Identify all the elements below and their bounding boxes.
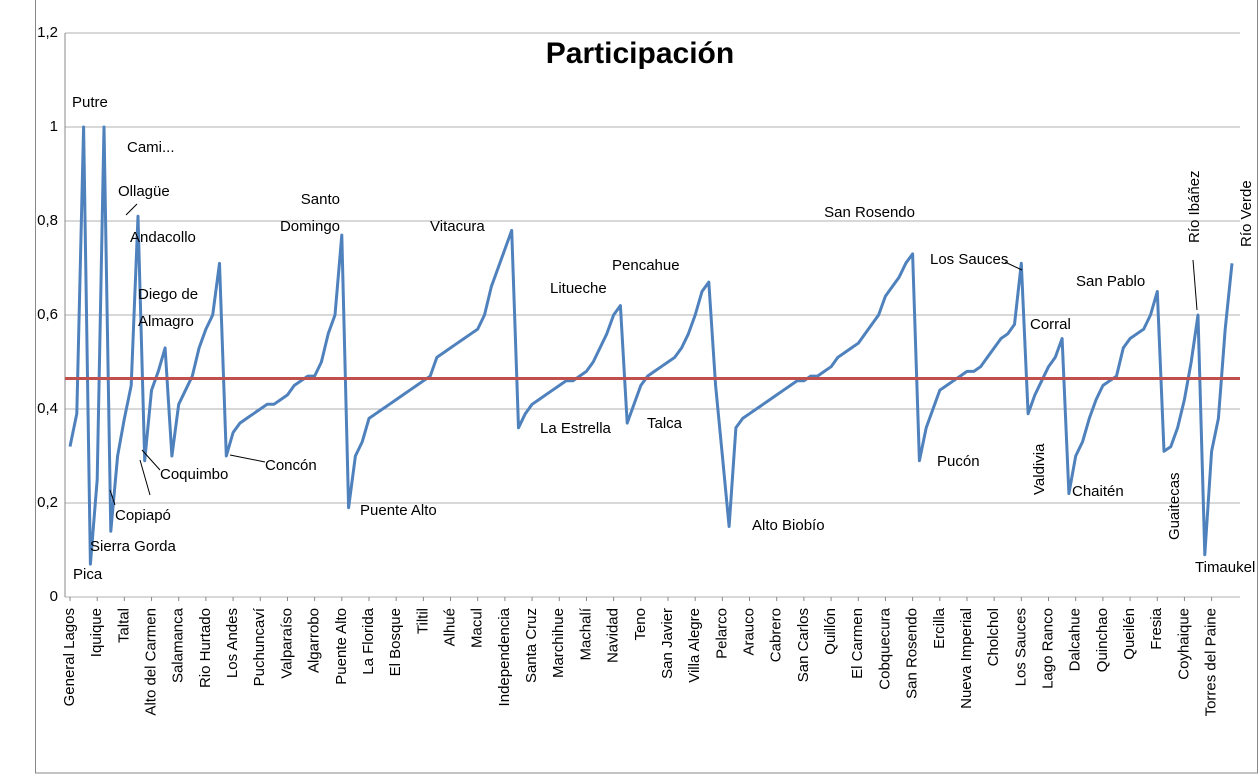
annotation: La Estrella bbox=[540, 420, 612, 437]
x-tick-label: Quillón bbox=[822, 608, 839, 655]
x-tick-label: Macul bbox=[469, 608, 486, 648]
x-tick-label: Arauco bbox=[741, 608, 758, 656]
annotation: Litueche bbox=[550, 280, 607, 297]
annotation: San Rosendo bbox=[824, 204, 915, 221]
x-tick-label: San Rosendo bbox=[904, 608, 921, 699]
x-tick-label: Queilén bbox=[1121, 608, 1138, 660]
annotation: Vitacura bbox=[430, 218, 485, 235]
chart-title: Participación bbox=[546, 37, 734, 70]
annotation: Alto Biobío bbox=[752, 517, 825, 534]
x-tick-label: Iquique bbox=[88, 608, 105, 657]
y-tick-label: 0,4 bbox=[37, 400, 58, 417]
x-tick-label: Pelarco bbox=[713, 608, 730, 659]
x-tick-label: Cobquecura bbox=[876, 607, 893, 689]
annotation: Pencahue bbox=[612, 257, 680, 274]
leader-line bbox=[109, 489, 116, 506]
annotation: Chaitén bbox=[1072, 483, 1124, 500]
x-tick-label: Coyhaique bbox=[1175, 608, 1192, 680]
x-tick-label: El Bosque bbox=[387, 608, 404, 676]
annotation: Pica bbox=[73, 566, 103, 583]
y-tick-label: 0,2 bbox=[37, 494, 58, 511]
annotation: Río Ibáñez bbox=[1186, 170, 1203, 243]
annotation: Domingo bbox=[280, 218, 340, 235]
x-tick-label: Teno bbox=[632, 608, 649, 641]
annotation: Almagro bbox=[138, 313, 194, 330]
annotation: San Pablo bbox=[1076, 273, 1145, 290]
x-tick-label: Tiltil bbox=[414, 608, 431, 634]
x-tick-label: Los Sauces bbox=[1012, 608, 1029, 686]
annotation: Los Sauces bbox=[930, 251, 1008, 268]
x-tick-label: Lago Ranco bbox=[1039, 608, 1056, 689]
x-tick-label: Villa Alegre bbox=[686, 608, 703, 683]
annotation: Concón bbox=[265, 457, 317, 474]
annotation: Río Verde bbox=[1238, 180, 1255, 247]
annotation: Santo bbox=[301, 191, 340, 208]
x-tick-label: Santa Cruz bbox=[523, 608, 540, 683]
annotation: Pucón bbox=[937, 453, 980, 470]
x-tick-label: General Lagos bbox=[61, 608, 78, 706]
leader-line bbox=[141, 449, 161, 471]
x-tick-label: Algarrobo bbox=[306, 608, 323, 673]
x-tick-label: Dalcahue bbox=[1067, 608, 1084, 671]
annotation: Diego de bbox=[138, 286, 198, 303]
x-tick-label: Taltal bbox=[115, 608, 132, 643]
y-tick-label: 0 bbox=[50, 588, 58, 605]
x-tick-label: Independencia bbox=[496, 607, 513, 706]
annotation: Timaukel bbox=[1195, 559, 1255, 576]
x-tick-label: Rio Hurtado bbox=[197, 608, 214, 688]
x-tick-label: Puente Alto bbox=[333, 608, 350, 685]
leader-line bbox=[1004, 261, 1023, 271]
x-tick-label: Los Andes bbox=[224, 608, 241, 678]
annotation: Puente Alto bbox=[360, 502, 437, 519]
annotation: Guaitecas bbox=[1166, 472, 1183, 540]
x-tick-label: Fresia bbox=[1148, 607, 1165, 649]
annotation: Ollagüe bbox=[118, 183, 170, 200]
x-tick-label: Marchihue bbox=[550, 608, 567, 678]
x-tick-label: La Florida bbox=[360, 607, 377, 674]
annotation: Corral bbox=[1030, 316, 1071, 333]
y-tick-label: 0,6 bbox=[37, 306, 58, 323]
y-tick-label: 0,8 bbox=[37, 212, 58, 229]
x-tick-label: Cabrero bbox=[768, 608, 785, 662]
x-tick-label: San Javier bbox=[659, 608, 676, 679]
x-tick-label: Puchuncaví bbox=[251, 607, 268, 686]
annotation: Putre bbox=[72, 94, 108, 111]
annotation: Valdivia bbox=[1031, 443, 1048, 495]
x-tick-label: Alto del Carmen bbox=[143, 608, 160, 716]
annotation: Cami... bbox=[127, 139, 175, 156]
x-tick-label: Ercilla bbox=[931, 607, 948, 648]
x-tick-label: Quinchao bbox=[1094, 608, 1111, 672]
leader-line bbox=[1192, 259, 1198, 311]
x-tick-label: San Carlos bbox=[795, 608, 812, 682]
x-tick-label: Alhué bbox=[442, 608, 459, 646]
y-tick-label: 1 bbox=[50, 118, 58, 135]
annotation: Copiapó bbox=[115, 507, 171, 524]
x-tick-label: Salamanca bbox=[170, 607, 187, 683]
x-tick-label: Cholchol bbox=[985, 608, 1002, 666]
annotation: Sierra Gorda bbox=[90, 538, 177, 555]
x-tick-label: Navidad bbox=[605, 608, 622, 663]
annotation: Talca bbox=[647, 415, 683, 432]
annotation: Coquimbo bbox=[160, 466, 228, 483]
annotation: Andacollo bbox=[130, 229, 196, 246]
data-line bbox=[68, 125, 1234, 566]
leader-line bbox=[229, 454, 266, 463]
leader-line bbox=[125, 203, 138, 216]
chart-frame bbox=[35, 0, 1258, 774]
y-tick-label: 1,2 bbox=[37, 24, 58, 41]
x-tick-label: Machalí bbox=[577, 607, 594, 660]
x-tick-label: Torres del Paine bbox=[1203, 608, 1220, 716]
leader-line bbox=[139, 459, 151, 496]
x-tick-label: Valparaíso bbox=[278, 608, 295, 679]
x-tick-label: Nueva Imperial bbox=[958, 608, 975, 709]
x-tick-label: El Carmen bbox=[849, 608, 866, 679]
